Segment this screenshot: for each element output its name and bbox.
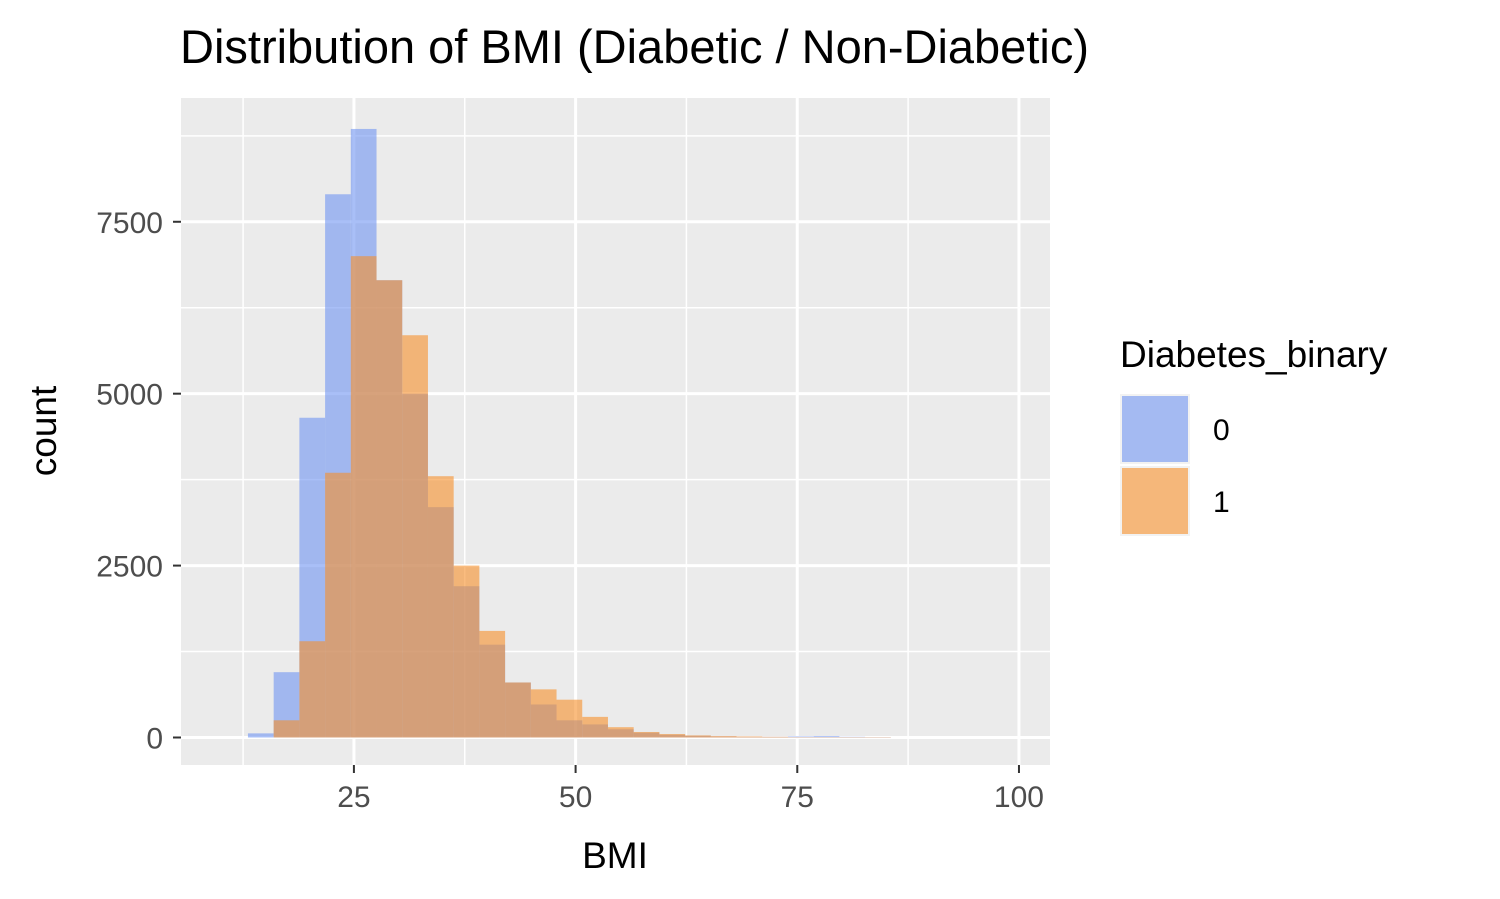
legend-label-1: 1 bbox=[1213, 486, 1230, 519]
x-tick-label-2: 75 bbox=[781, 781, 814, 814]
bar-series-1-bin-17 bbox=[685, 735, 711, 738]
bar-series-1-bin-12 bbox=[556, 699, 583, 738]
histogram-bars bbox=[247, 128, 891, 738]
y-axis-ticks: 0 2500 5000 7500 bbox=[96, 207, 181, 755]
bar-series-1-bin-4 bbox=[350, 256, 377, 738]
grid-minor bbox=[181, 98, 1050, 765]
series-1 bbox=[273, 256, 891, 738]
legend-keys: 01 bbox=[1120, 394, 1230, 536]
bar-series-1-bin-6 bbox=[402, 335, 428, 738]
bar-series-1-bin-13 bbox=[582, 716, 608, 738]
x-tick-label-0: 25 bbox=[337, 781, 370, 814]
x-tick-label-3: 100 bbox=[994, 781, 1044, 814]
chart-title: Distribution of BMI (Diabetic / Non-Diab… bbox=[180, 20, 1089, 73]
bar-series-1-bin-1 bbox=[273, 720, 300, 738]
bar-series-1-bin-15 bbox=[633, 731, 660, 738]
x-tick-label-1: 50 bbox=[559, 781, 592, 814]
y-axis-title: count bbox=[23, 385, 64, 476]
bar-series-1-bin-5 bbox=[376, 280, 403, 738]
bar-series-1-bin-2 bbox=[299, 641, 326, 738]
bar-series-1-bin-8 bbox=[453, 565, 480, 738]
bar-series-0-bin-0 bbox=[247, 733, 274, 738]
y-tick-label-3: 7500 bbox=[96, 207, 163, 240]
bar-series-1-bin-9 bbox=[479, 630, 506, 738]
y-tick-label-2: 5000 bbox=[96, 379, 163, 412]
bar-series-1-bin-18 bbox=[710, 736, 737, 738]
x-axis-ticks: 25 50 75 100 bbox=[337, 765, 1044, 814]
bar-series-1-bin-14 bbox=[607, 727, 634, 738]
bar-series-1-bin-3 bbox=[325, 472, 351, 738]
legend-swatch-1 bbox=[1122, 468, 1188, 534]
bar-series-1-bin-16 bbox=[659, 734, 686, 738]
legend-title: Diabetes_binary bbox=[1120, 334, 1388, 375]
legend-label-0: 0 bbox=[1213, 414, 1230, 447]
y-tick-label-0: 0 bbox=[146, 722, 163, 755]
legend-swatch-0 bbox=[1122, 396, 1188, 462]
y-tick-label-1: 2500 bbox=[96, 551, 163, 584]
legend: Diabetes_binary 01 bbox=[1120, 334, 1388, 536]
bar-series-1-bin-20 bbox=[762, 736, 788, 738]
bar-series-0-bin-22 bbox=[813, 736, 840, 738]
bar-series-1-bin-7 bbox=[427, 476, 454, 738]
x-axis-title: BMI bbox=[582, 835, 648, 876]
bar-series-0-bin-21 bbox=[787, 736, 814, 738]
bar-series-1-bin-10 bbox=[505, 682, 531, 738]
bar-series-1-bin-19 bbox=[736, 736, 763, 738]
bar-series-1-bin-11 bbox=[530, 689, 557, 738]
